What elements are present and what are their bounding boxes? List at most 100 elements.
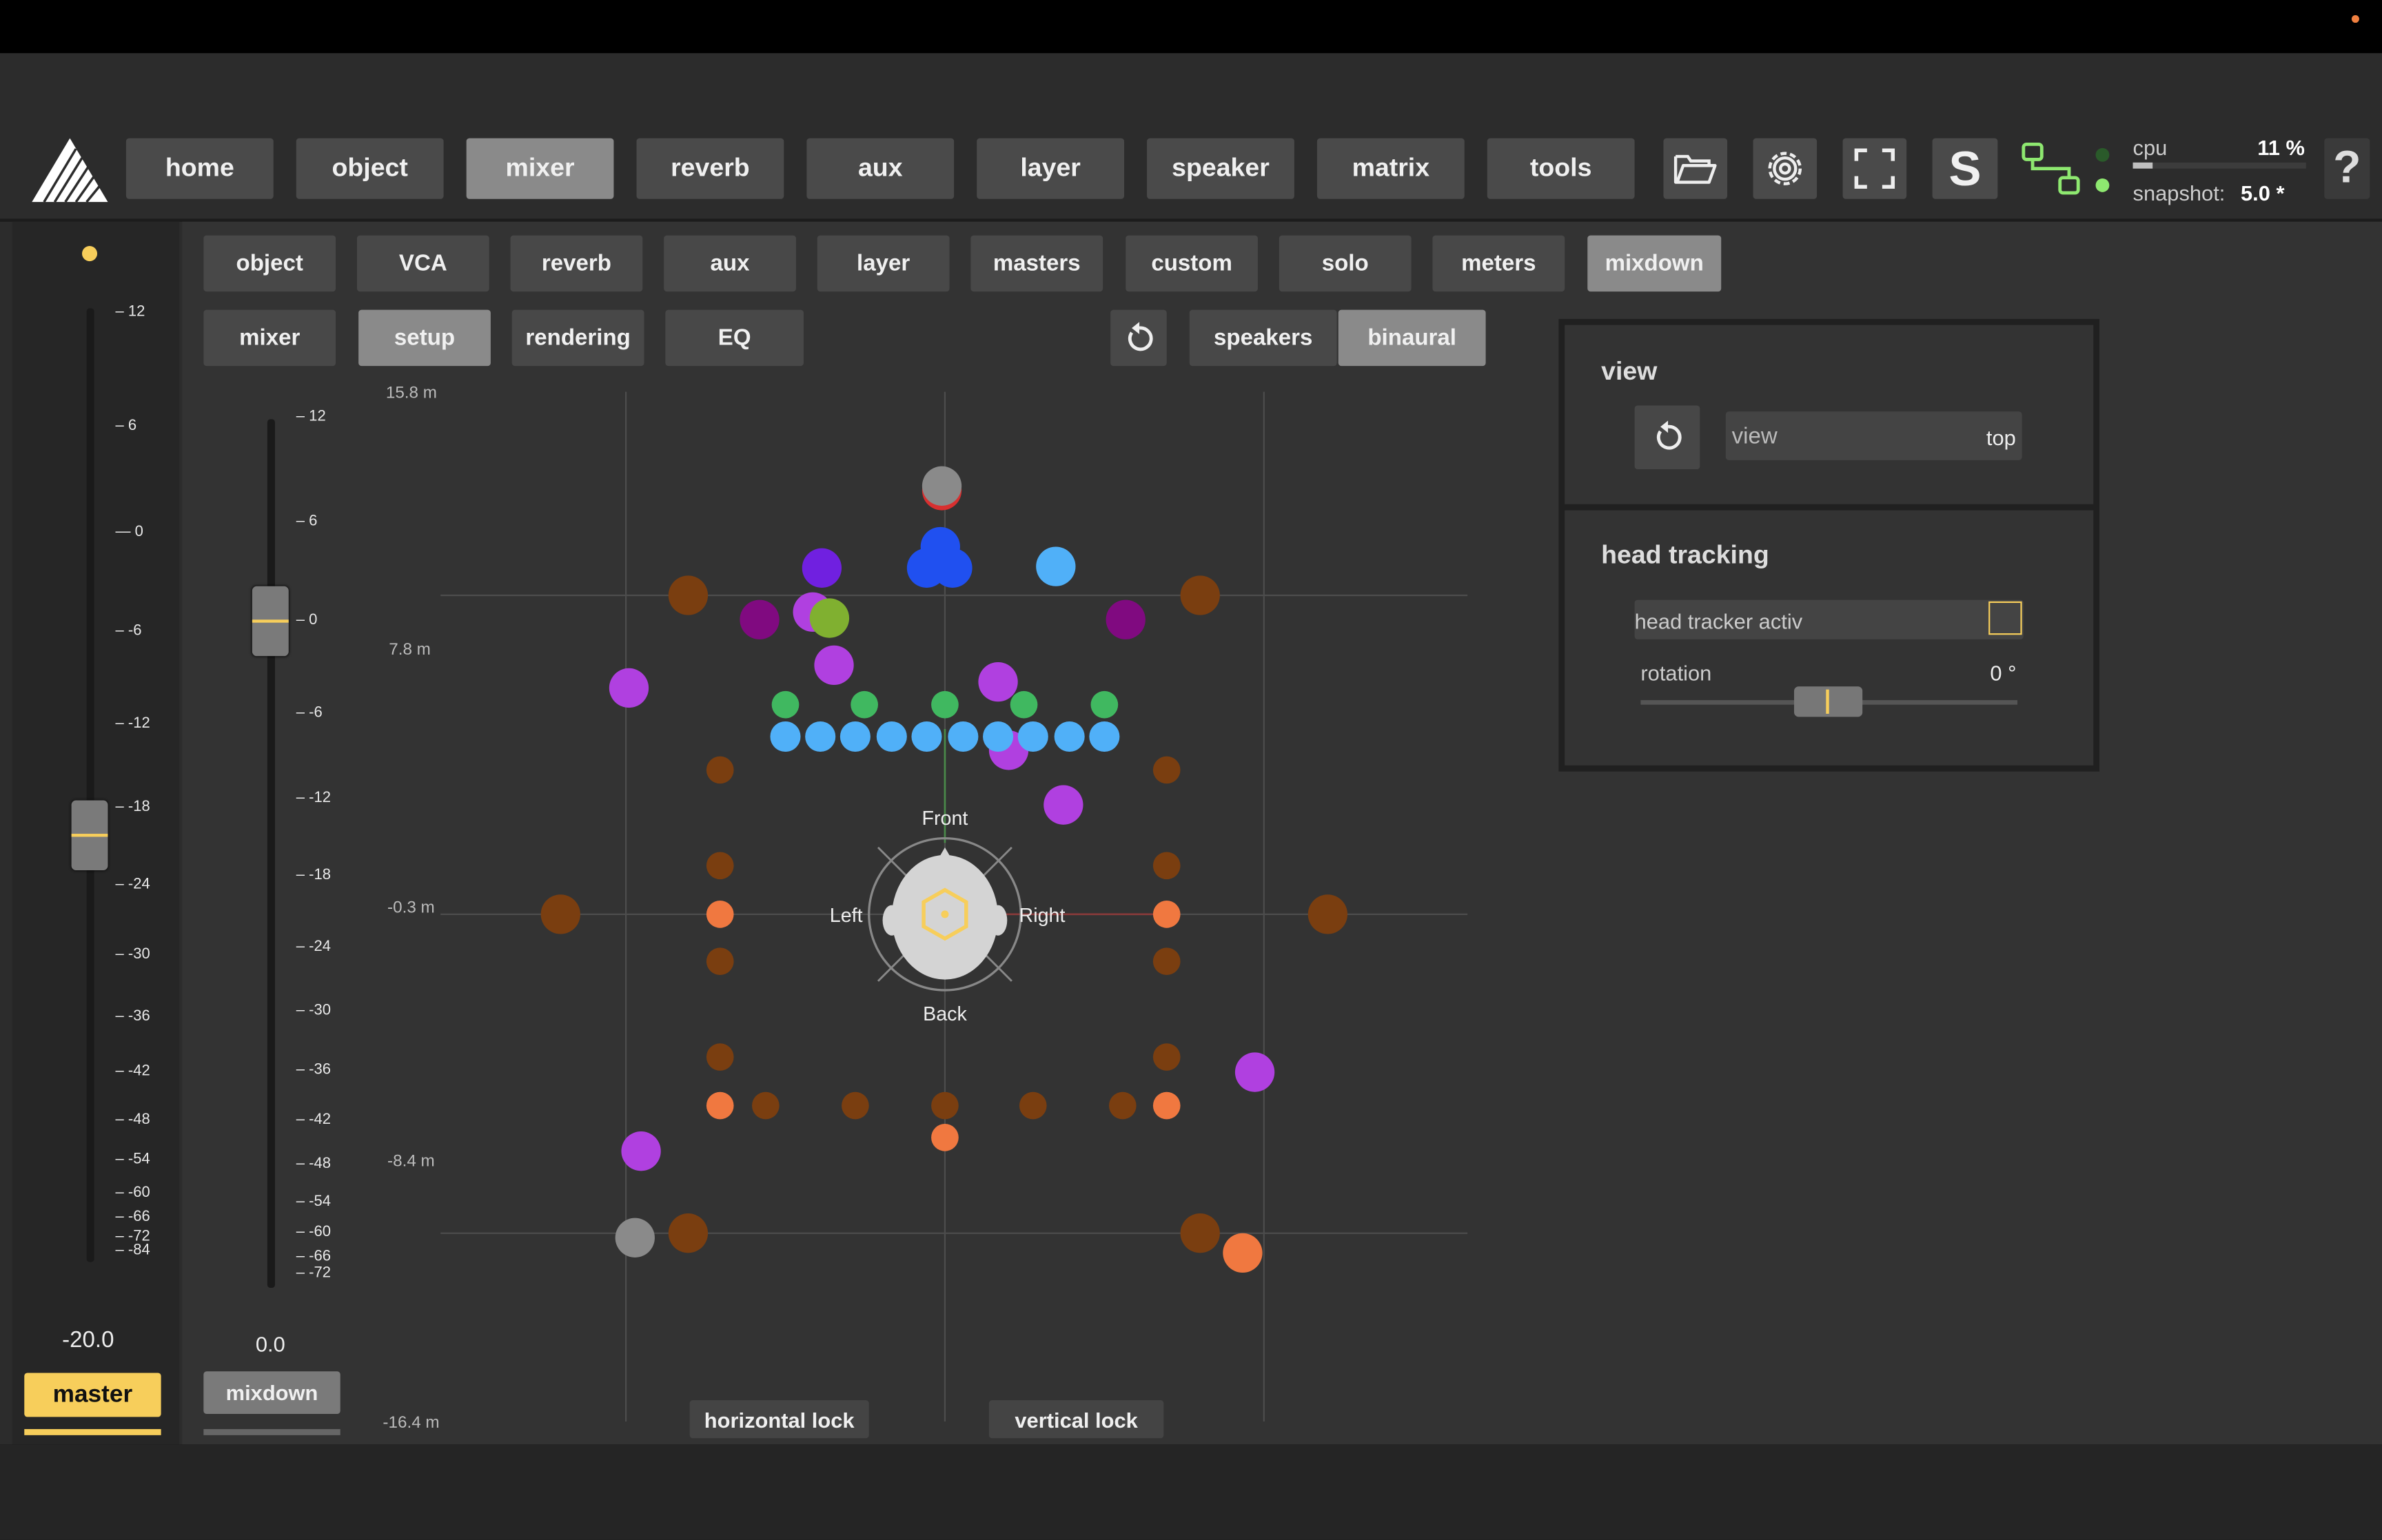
reset-button[interactable] [1110, 309, 1167, 367]
rotation-slider-handle[interactable] [1794, 686, 1863, 717]
object-dot[interactable] [621, 1131, 661, 1171]
object-dot[interactable] [770, 721, 801, 752]
horizontal-lock-button[interactable]: horizontal lock [689, 1400, 869, 1439]
head-tracker-checkbox[interactable] [1988, 601, 2022, 635]
master-button[interactable]: master [24, 1373, 161, 1417]
speaker-dot[interactable] [931, 1091, 959, 1120]
tab-object[interactable]: object [203, 235, 336, 292]
help-button[interactable]: ? [2324, 138, 2370, 199]
object-dot[interactable] [1010, 690, 1038, 719]
speaker-dot[interactable] [540, 894, 580, 934]
object-dot[interactable] [771, 690, 800, 719]
speaker-dot[interactable] [706, 852, 734, 880]
object-dot[interactable] [1089, 721, 1120, 752]
object-dot[interactable] [740, 599, 780, 639]
object-dot[interactable] [931, 690, 959, 719]
tab-mixdown[interactable]: mixdown [1587, 235, 1722, 292]
tab-meters[interactable]: meters [1432, 235, 1565, 292]
tab-eq[interactable]: EQ [665, 309, 804, 367]
speaker-dot[interactable] [1152, 1091, 1181, 1120]
object-dot[interactable] [922, 466, 962, 506]
speaker-dot[interactable] [1019, 1091, 1047, 1120]
nav-reverb[interactable]: reverb [636, 138, 784, 199]
object-dot[interactable] [1106, 599, 1146, 639]
speaker-dot[interactable] [706, 1091, 734, 1120]
mixdown-fader-handle[interactable] [252, 586, 289, 657]
speaker-dot[interactable] [1223, 1233, 1263, 1273]
object-dot[interactable] [1017, 721, 1048, 752]
nav-layer[interactable]: layer [977, 138, 1125, 199]
object-dot[interactable] [809, 598, 850, 638]
nav-aux[interactable]: aux [806, 138, 955, 199]
object-dot[interactable] [839, 721, 871, 752]
tab-mixer[interactable]: mixer [203, 309, 336, 367]
head-tracker-toggle-row[interactable]: head tracker activ [1634, 599, 2024, 639]
speaker-dot[interactable] [706, 756, 734, 784]
listener-head[interactable] [868, 836, 1022, 992]
speaker-dot[interactable] [931, 1124, 959, 1151]
object-dot[interactable] [978, 661, 1018, 702]
view-select[interactable]: view top [1725, 411, 2022, 460]
solo-s-button[interactable]: S [1932, 138, 1998, 199]
speaker-dot[interactable] [1307, 894, 1348, 934]
tab-masters[interactable]: masters [970, 235, 1103, 292]
speaker-dot[interactable] [1152, 852, 1181, 880]
object-dot[interactable] [933, 548, 973, 588]
object-dot[interactable] [802, 548, 842, 588]
nav-matrix[interactable]: matrix [1316, 138, 1465, 199]
object-dot[interactable] [1054, 721, 1085, 752]
tab-custom[interactable]: custom [1126, 235, 1258, 292]
speakers-toggle[interactable]: speakers [1189, 309, 1337, 367]
nav-mixer[interactable]: mixer [466, 138, 614, 199]
object-dot[interactable] [1090, 690, 1119, 719]
cpu-label: cpu [2132, 135, 2168, 160]
object-dot[interactable] [948, 721, 979, 752]
speaker-dot[interactable] [842, 1091, 869, 1120]
object-dot[interactable] [615, 1218, 655, 1257]
speaker-dot[interactable] [1152, 756, 1181, 784]
tab-layer[interactable]: layer [817, 235, 950, 292]
speaker-dot[interactable] [668, 1213, 709, 1253]
speaker-dot[interactable] [706, 901, 734, 928]
object-dot[interactable] [876, 721, 907, 752]
object-dot[interactable] [851, 690, 878, 719]
vertical-lock-button[interactable]: vertical lock [988, 1400, 1164, 1439]
object-dot[interactable] [1234, 1052, 1275, 1092]
tab-rendering[interactable]: rendering [511, 309, 644, 367]
tab-setup[interactable]: setup [358, 309, 491, 367]
object-dot[interactable] [805, 721, 836, 752]
speaker-dot[interactable] [1180, 1213, 1220, 1253]
object-dot[interactable] [814, 645, 854, 686]
object-dot[interactable] [1044, 785, 1083, 825]
speaker-dot[interactable] [1152, 947, 1181, 976]
speaker-dot[interactable] [1152, 901, 1181, 928]
open-folder-button[interactable] [1663, 138, 1728, 199]
speaker-dot[interactable] [1180, 575, 1220, 615]
mixdown-button[interactable]: mixdown [203, 1371, 340, 1414]
view-reset-button[interactable] [1634, 405, 1700, 470]
routing-icon[interactable] [2020, 141, 2115, 199]
object-dot[interactable] [1036, 546, 1076, 586]
tab-solo[interactable]: solo [1279, 235, 1412, 292]
tab-aux[interactable]: aux [664, 235, 796, 292]
object-dot[interactable] [911, 721, 942, 752]
speaker-dot[interactable] [706, 947, 734, 976]
master-fader-handle[interactable] [71, 800, 108, 870]
object-dot[interactable] [609, 668, 649, 708]
nav-home[interactable]: home [125, 138, 274, 199]
tab-vca[interactable]: VCA [356, 235, 489, 292]
nav-tools[interactable]: tools [1487, 138, 1635, 199]
speaker-dot[interactable] [706, 1043, 734, 1071]
speaker-dot[interactable] [1152, 1043, 1181, 1071]
speaker-dot[interactable] [1108, 1091, 1137, 1120]
binaural-toggle[interactable]: binaural [1338, 309, 1486, 367]
nav-object[interactable]: object [296, 138, 444, 199]
settings-button[interactable] [1753, 138, 1818, 199]
object-dot[interactable] [983, 721, 1014, 752]
fullscreen-button[interactable] [1842, 138, 1907, 199]
speaker-dot[interactable] [668, 575, 709, 615]
nav-speaker[interactable]: speaker [1147, 138, 1294, 199]
speaker-dot[interactable] [752, 1091, 780, 1120]
tab-reverb[interactable]: reverb [510, 235, 643, 292]
